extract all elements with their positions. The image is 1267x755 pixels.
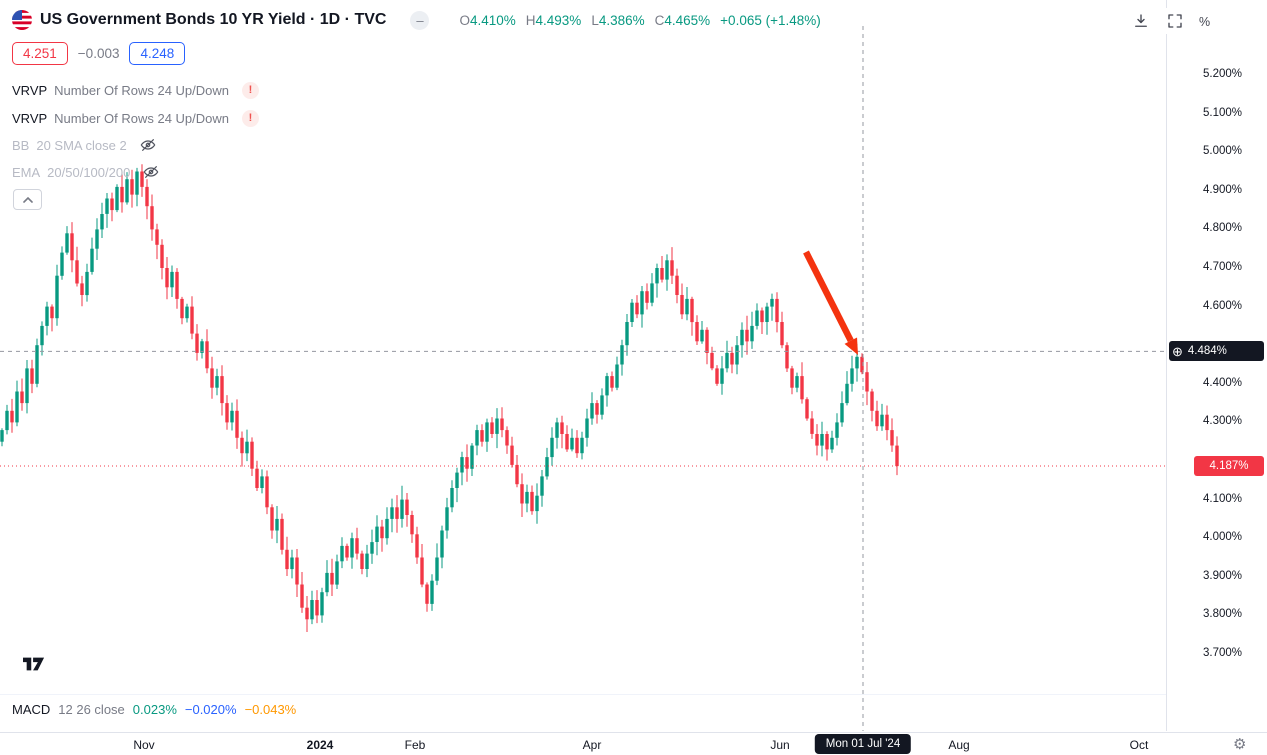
download-icon	[1135, 14, 1147, 27]
indicator-row-ema[interactable]: EMA 20/50/100/200	[12, 162, 159, 182]
price-tick-label: 4.900%	[1203, 183, 1243, 196]
macd-params: 12 26 close	[58, 702, 125, 717]
macd-value-3: −0.043%	[244, 702, 297, 717]
price-tick-label: 3.800%	[1203, 608, 1243, 621]
add-alert-icon[interactable]: ⊕	[1172, 343, 1183, 359]
macd-name: MACD	[12, 702, 51, 717]
tradingview-logo[interactable]	[19, 653, 49, 680]
price-tick-label: 5.200%	[1203, 68, 1243, 80]
crosshair-price-value: 4.484%	[1187, 345, 1227, 358]
price-tick-label: 4.600%	[1203, 299, 1243, 312]
us-flag-icon	[12, 10, 32, 30]
time-tick-label: 2024	[306, 738, 334, 752]
indicator-name: VRVP	[12, 82, 48, 98]
eye-off-icon	[140, 139, 156, 151]
macd-value-1: 0.023%	[132, 702, 177, 717]
price-tick-label: 5.100%	[1203, 106, 1243, 119]
arrow-annotation[interactable]	[803, 250, 858, 355]
high-label: H	[525, 12, 536, 28]
price-chart[interactable]	[0, 0, 1166, 731]
crosshair-price-badge[interactable]: ⊕ 4.484%	[1169, 341, 1264, 362]
close-label: C	[654, 12, 665, 28]
indicator-params: Number Of Rows 24 Up/Down	[54, 82, 230, 98]
time-tick-label: Aug	[948, 738, 970, 752]
indicator-row-vrvp-2[interactable]: VRVP Number Of Rows 24 Up/Down !	[12, 108, 260, 128]
indicator-row-bb[interactable]: BB 20 SMA close 2	[12, 135, 156, 155]
indicator-row-vrvp-1[interactable]: VRVP Number Of Rows 24 Up/Down !	[12, 80, 260, 100]
price-tick-label: 3.900%	[1203, 569, 1243, 582]
price-labels-row: 4.251 −0.003 4.248	[12, 42, 186, 65]
indicator-params: 20 SMA close 2	[36, 137, 127, 153]
price-tick-label: 4.400%	[1203, 376, 1243, 389]
tradingview-logo-icon	[23, 657, 45, 671]
blue-price-label[interactable]: 4.248	[129, 42, 186, 65]
open-label: O	[459, 12, 470, 28]
time-tick-label: Nov	[133, 738, 155, 752]
price-tick-label: 5.000%	[1203, 145, 1243, 158]
price-tick-label: 4.300%	[1203, 415, 1243, 428]
pane-separator[interactable]	[0, 694, 1166, 695]
download-button[interactable]	[1128, 8, 1154, 34]
indicator-params: 20/50/100/200	[47, 164, 131, 180]
last-price-value: 4.187%	[1209, 460, 1249, 473]
warning-icon[interactable]: !	[242, 81, 260, 99]
warning-icon[interactable]: !	[242, 109, 260, 127]
price-tick-label: 4.700%	[1203, 261, 1243, 273]
time-axis[interactable]: Mon 01 Jul '24 Nov 2024 Feb Apr Jun Aug Oct	[0, 732, 1267, 755]
fullscreen-icon	[1168, 14, 1182, 28]
low-label: L	[591, 12, 599, 28]
close-value: 4.465%	[664, 12, 711, 28]
time-tick-label: Oct	[1129, 738, 1149, 752]
symbol-title[interactable]: US Government Bonds 10 YR Yield · 1D · T…	[40, 11, 387, 28]
price-change-label: −0.003	[77, 46, 120, 61]
time-tick-label: Apr	[582, 738, 602, 752]
low-value: 4.386%	[598, 12, 645, 28]
chart-header: US Government Bonds 10 YR Yield · 1D · T…	[12, 10, 821, 30]
time-tick-label: Feb	[404, 738, 426, 752]
percent-scale-toggle[interactable]: %	[1199, 15, 1211, 29]
indicator-name: EMA	[12, 164, 41, 180]
last-price-badge[interactable]: 4.187%	[1194, 456, 1264, 477]
open-value: 4.410%	[469, 12, 516, 28]
crosshair-date-badge[interactable]: Mon 01 Jul '24	[814, 734, 912, 754]
chevron-up-icon	[22, 196, 33, 203]
price-tick-label: 4.100%	[1203, 492, 1243, 505]
hide-legend-button[interactable]: –	[410, 10, 430, 30]
indicator-params: Number Of Rows 24 Up/Down	[54, 110, 230, 126]
chart-toolbar	[1128, 8, 1188, 34]
indicator-name: VRVP	[12, 110, 48, 126]
fullscreen-button[interactable]	[1162, 8, 1188, 34]
candlestick-series	[0, 164, 899, 632]
change-value: +0.065 (+1.48%)	[720, 12, 821, 28]
high-value: 4.493%	[535, 12, 582, 28]
collapse-legend-button[interactable]	[13, 189, 42, 210]
macd-legend[interactable]: MACD 12 26 close 0.023% −0.020% −0.043%	[12, 702, 296, 717]
axis-settings-gear-icon[interactable]: ⚙	[1233, 736, 1247, 753]
eye-off-button[interactable]	[140, 137, 156, 153]
eye-off-button[interactable]	[143, 164, 159, 180]
indicator-name: BB	[12, 137, 30, 153]
ohlc-values: O4.410% H4.493% L4.386% C4.465% +0.065 (…	[459, 13, 820, 28]
time-tick-label: Jun	[770, 738, 790, 752]
macd-value-2: −0.020%	[184, 702, 237, 717]
red-price-label[interactable]: 4.251	[12, 42, 68, 65]
price-axis[interactable]: ⊕ 4.484% 4.187% 5.200% 5.100% 5.000% 4.900%…	[1166, 0, 1267, 731]
minus-icon: –	[416, 12, 424, 28]
price-tick-label: 3.700%	[1203, 647, 1243, 659]
eye-off-icon	[143, 166, 159, 178]
price-tick-label: 4.800%	[1203, 222, 1243, 235]
price-tick-label: 4.000%	[1203, 531, 1243, 544]
